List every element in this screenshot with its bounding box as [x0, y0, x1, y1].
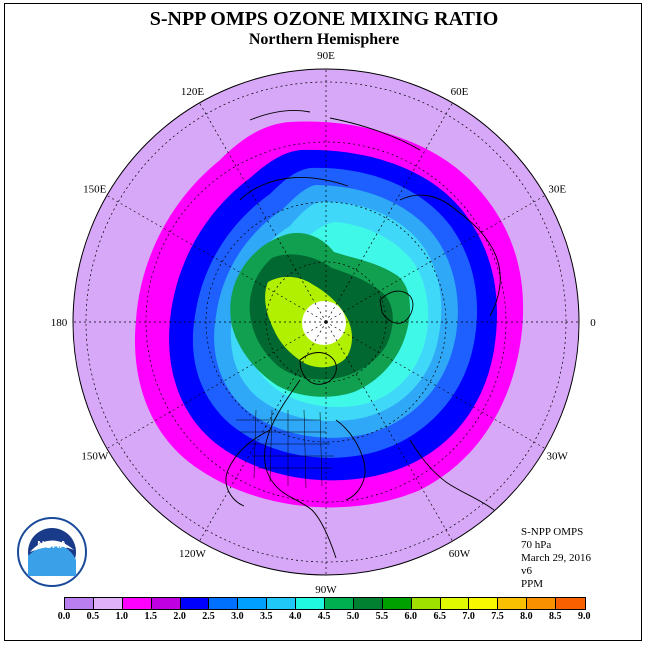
longitude-label: 150W	[81, 451, 109, 463]
colorbar-tick-label: 5.0	[346, 611, 360, 622]
graticule	[73, 69, 579, 575]
coast-europe-africa	[409, 439, 495, 511]
coast-scandinavia	[379, 290, 414, 324]
colorbar-tick-label: 3.5	[260, 611, 273, 622]
longitude-label: 150E	[83, 184, 107, 196]
coast-siberia	[239, 177, 349, 201]
coast-west-na	[225, 429, 271, 507]
colorbar-cell	[151, 598, 181, 609]
coast-north-pacific	[249, 109, 421, 151]
colorbar-tick-label: 0.0	[57, 611, 71, 622]
colorbar-ticks: 0.0 0.5 1.0 1.5 2.0 2.5 3.0 3.5 4.0 4.5 5.0 5.5 6.0 6…	[0, 611, 648, 625]
colorbar-tick-label: 1.0	[115, 611, 129, 622]
colorbar-cell	[93, 598, 123, 609]
longitude-label: 0	[590, 317, 596, 329]
colorbar-cell	[353, 598, 383, 609]
longitude-label: 90W	[315, 584, 337, 596]
longitude-label: 60E	[451, 86, 469, 98]
colorbar-cell	[180, 598, 210, 609]
us-states-grid	[236, 409, 334, 489]
colorbar-cell	[296, 598, 326, 609]
colorbar-cell	[65, 598, 94, 609]
info-units: PPM	[521, 578, 544, 590]
colorbar-tick-label: 7.5	[491, 611, 504, 622]
info-level: 70 hPa	[521, 539, 552, 551]
coast-greenland	[299, 352, 337, 385]
info-version: v6	[521, 565, 532, 577]
colorbar-tick-label: 9.0	[577, 611, 591, 622]
colorbar-cell	[440, 598, 470, 609]
colorbar-tick-label: 1.5	[144, 611, 157, 622]
longitude-label: 180	[51, 317, 68, 329]
map-subtitle: Northern Hemisphere	[248, 31, 400, 48]
colorbar-tick-label: 3.0	[231, 611, 244, 622]
colorbar-cell	[238, 598, 268, 609]
map-title: S-NPP OMPS OZONE MIXING RATIO	[149, 8, 499, 30]
longitude-label: 30E	[548, 184, 566, 196]
ozone-field	[73, 69, 579, 575]
colorbar-tick-label: 5.5	[375, 611, 389, 622]
colorbar-cell	[527, 598, 557, 609]
colorbar-cell	[469, 598, 499, 609]
map-border	[72, 68, 580, 576]
coastlines	[225, 109, 501, 559]
colorbar-cell	[382, 598, 412, 609]
colorbar-cell	[556, 598, 586, 609]
colorbar-tick-label: 7.0	[462, 611, 475, 622]
colorbar-cell	[411, 598, 441, 609]
colorbar-cell	[325, 598, 354, 609]
info-date: March 29, 2016	[521, 552, 591, 564]
colorbar-cell	[209, 598, 239, 609]
coast-asia	[399, 194, 501, 317]
coast-north-america	[264, 379, 337, 559]
colorbar-cell	[498, 598, 528, 609]
longitude-label: 90E	[317, 50, 335, 62]
longitude-label: 120E	[181, 86, 205, 98]
plot-frame	[4, 3, 642, 641]
longitude-labels: 90E 60E 30E 0 30W 60W 90W 120W 150W 180 150E 120E	[51, 50, 597, 596]
longitude-label: 30W	[547, 451, 569, 463]
colorbar-tick-label: 8.0	[520, 611, 533, 622]
coast-east-na	[335, 419, 366, 501]
info-block: S-NPP OMPS 70 hPa March 29, 2016 v6 PPM	[521, 526, 591, 591]
longitude-label: 120W	[179, 548, 207, 560]
colorbar-tick-label: 8.5	[549, 611, 562, 622]
colorbar-tick-label: 6.0	[404, 611, 418, 622]
colorbar-tick-label: 4.5	[317, 611, 331, 622]
colorbar-cell	[122, 598, 152, 609]
colorbar-cell	[267, 598, 297, 609]
info-instrument: S-NPP OMPS	[521, 526, 584, 538]
colorbar-tick-label: 2.5	[202, 611, 215, 622]
colorbar-tick-label: 4.0	[288, 611, 302, 622]
logo-wordmark: NOAA	[37, 540, 66, 551]
colorbar	[64, 597, 587, 610]
colorbar-tick-label: 2.0	[173, 611, 186, 622]
noaa-logo-icon: NOAA	[17, 517, 87, 587]
longitude-label: 60W	[449, 548, 471, 560]
colorbar-tick-label: 6.5	[433, 611, 446, 622]
colorbar-tick-label: 0.5	[86, 611, 100, 622]
polar-night-area	[302, 301, 346, 345]
